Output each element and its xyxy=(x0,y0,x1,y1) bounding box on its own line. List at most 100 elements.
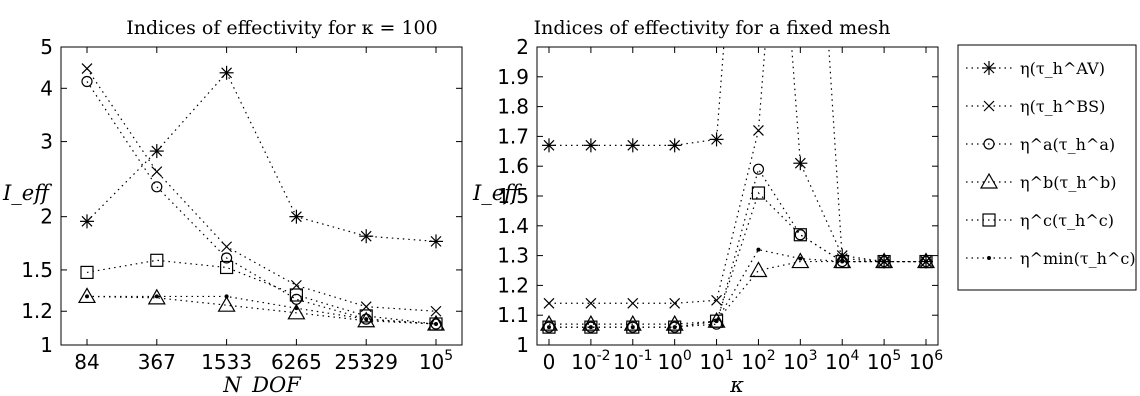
chart-1-series-circle xyxy=(543,163,932,333)
chart-1-point xyxy=(710,318,723,330)
chart-1-point xyxy=(542,138,556,153)
chart-1-series-square xyxy=(542,186,933,334)
chart-0-series-line xyxy=(86,71,437,242)
chart-0-point xyxy=(154,294,159,299)
chart-0-ytick-label: 1.2 xyxy=(21,299,53,323)
chart-1-ytick-label: 1.4 xyxy=(497,214,529,238)
chart-1-point xyxy=(543,297,555,309)
chart-1-point xyxy=(877,254,891,269)
chart-1-xtick-label: 106 xyxy=(909,348,943,374)
chart-0-point xyxy=(81,63,93,75)
chart-1-series-line xyxy=(549,47,926,304)
chart-1-point xyxy=(625,138,640,153)
chart-0-series-x xyxy=(81,63,442,317)
legend-circle-marker xyxy=(983,138,995,150)
chart-1-ytick-label: 1.2 xyxy=(497,273,529,297)
legend: η(τ_h^AV) η(τ_h^BS) η^a(τ_h^a) η^b(τ_h^b) η^… xyxy=(957,44,1137,291)
legend-label: η(τ_h^BS) xyxy=(1020,97,1105,116)
chart-0-point xyxy=(429,317,443,331)
legend-label: η^min(τ_h^c) xyxy=(1020,249,1136,268)
chart-left-plot-frame xyxy=(60,46,463,346)
chart-left-ylabel: I_eff xyxy=(2,181,52,205)
chart-1-point xyxy=(669,321,681,333)
chart-0-xtick-label: 1533 xyxy=(201,350,252,374)
chart-0-point xyxy=(151,166,163,178)
chart-1-xtick-label: 0 xyxy=(543,350,556,374)
chart-0-series-line xyxy=(87,295,437,325)
chart-0-point xyxy=(221,241,233,253)
chart-0-xtick-label: 367 xyxy=(138,350,176,374)
chart-1-point xyxy=(585,321,597,333)
chart-1-point xyxy=(793,228,807,242)
chart-0-ytick-label: 4 xyxy=(40,76,53,100)
chart-1-point xyxy=(627,297,639,309)
chart-0-point xyxy=(429,234,443,249)
chart-0-point xyxy=(287,303,306,320)
chart-1-point xyxy=(581,314,600,331)
chart-right: Indices of effectivity for a fixed mesh … xyxy=(472,17,943,396)
chart-1-point xyxy=(749,261,768,278)
chart-0-point xyxy=(151,181,163,193)
chart-1-point xyxy=(672,325,677,330)
chart-0-point xyxy=(149,144,164,159)
chart-0-ytick-label: 1.5 xyxy=(21,258,53,282)
chart-1-ytick-label: 1.3 xyxy=(497,244,529,268)
chart-0-series-line xyxy=(86,68,437,312)
chart-right-ylabel: I_eff xyxy=(472,181,522,205)
chart-1-point xyxy=(588,325,593,330)
chart-1-ytick-label: 1.5 xyxy=(497,184,529,208)
chart-0-xtick-label: 25329 xyxy=(334,350,398,374)
chart-1-point xyxy=(539,314,559,331)
chart-0-point xyxy=(217,295,236,312)
chart-1-ytick-label: 1.1 xyxy=(497,303,529,327)
chart-1-point xyxy=(791,252,810,269)
chart-0-point xyxy=(430,305,442,317)
chart-1-xtick-label: 104 xyxy=(825,348,859,374)
chart-1-xtick-label: 101 xyxy=(699,348,733,374)
chart-1-xtick-label: 102 xyxy=(741,348,775,374)
chart-1-point xyxy=(667,138,682,153)
chart-1-ytick-label: 1.9 xyxy=(497,65,529,89)
chart-1-ytick-label: 1.6 xyxy=(497,154,529,178)
chart-1-point xyxy=(751,186,766,200)
chart-1-point xyxy=(547,325,551,330)
chart-0-point xyxy=(220,260,234,275)
chart-right-title: Indices of effectivity for a fixed mesh xyxy=(534,17,891,39)
chart-0-series-line xyxy=(86,295,437,325)
legend-dot-marker xyxy=(987,256,991,260)
chart-1-point xyxy=(630,325,635,330)
chart-1-ytick-label: 1 xyxy=(516,333,529,357)
chart-1-series-line xyxy=(549,167,926,328)
chart-1-point xyxy=(756,247,761,252)
chart-0-series-line xyxy=(86,81,437,325)
chart-0-point xyxy=(434,322,438,327)
chart-left-title: Indices of effectivity for κ = 100 xyxy=(126,17,437,39)
chart-0-point xyxy=(150,253,164,267)
legend-entry-triangle: η^b(τ_h^b) xyxy=(966,172,1117,192)
chart-0-xtick-label: 84 xyxy=(74,350,99,374)
chart-0-ytick-label: 2 xyxy=(40,205,53,229)
chart-1-point xyxy=(711,294,722,306)
chart-1-xtick-label: 10-2 xyxy=(571,348,610,374)
chart-right-plot-frame xyxy=(536,46,939,346)
legend-label: η^c(τ_h^c) xyxy=(1020,211,1114,230)
chart-1-series-line xyxy=(549,47,926,263)
chart-1-xtick-label: 10-1 xyxy=(613,348,652,374)
chart-0-series-square xyxy=(80,253,443,331)
chart-0-series-line xyxy=(86,259,437,325)
chart-left-xlabel: N_DOF xyxy=(222,373,302,396)
legend-label: η^a(τ_h^a) xyxy=(1020,135,1115,154)
chart-1-point xyxy=(794,229,806,241)
chart-1-point xyxy=(753,125,764,136)
chart-1-ytick-label: 1.7 xyxy=(497,124,529,148)
chart-1-point xyxy=(793,156,808,171)
legend-x-marker xyxy=(983,100,995,112)
chart-0-point xyxy=(147,288,166,305)
chart-1-point xyxy=(882,259,887,264)
chart-0-point xyxy=(81,75,93,88)
chart-1-point xyxy=(585,297,597,309)
chart-1-series-dot xyxy=(547,247,928,330)
legend-frame xyxy=(957,44,1137,291)
chart-0-point xyxy=(85,294,89,299)
chart-0-point xyxy=(359,309,373,323)
